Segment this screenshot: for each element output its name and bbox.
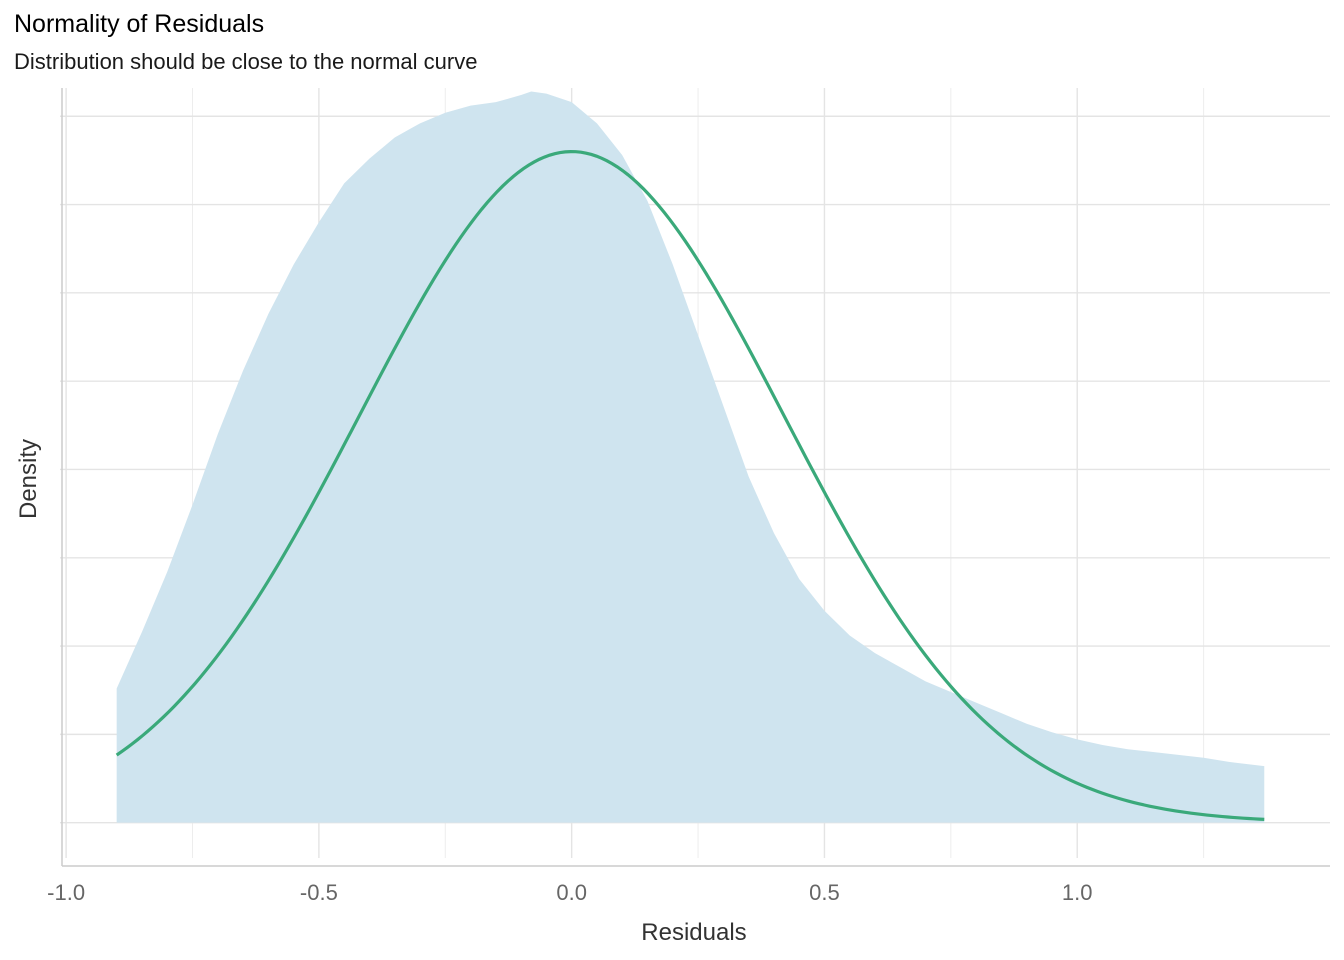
x-tick-labels: -1.0 -0.5 0.0 0.5 1.0 xyxy=(47,880,1092,905)
series-layer xyxy=(115,91,1265,823)
x-tick-label: -0.5 xyxy=(300,880,338,905)
chart-subtitle: Distribution should be close to the norm… xyxy=(14,49,478,74)
chart-title: Normality of Residuals xyxy=(14,10,265,38)
density-area xyxy=(116,91,1265,823)
x-tick-label: 0.0 xyxy=(556,880,587,905)
x-tick-label: 0.5 xyxy=(809,880,840,905)
x-axis-title: Residuals xyxy=(641,919,746,946)
y-axis-title: Density xyxy=(15,439,42,519)
normal-curve-line xyxy=(115,149,1265,821)
x-tick-label: -1.0 xyxy=(47,880,85,905)
x-tick-label: 1.0 xyxy=(1062,880,1093,905)
axes xyxy=(61,88,1330,867)
